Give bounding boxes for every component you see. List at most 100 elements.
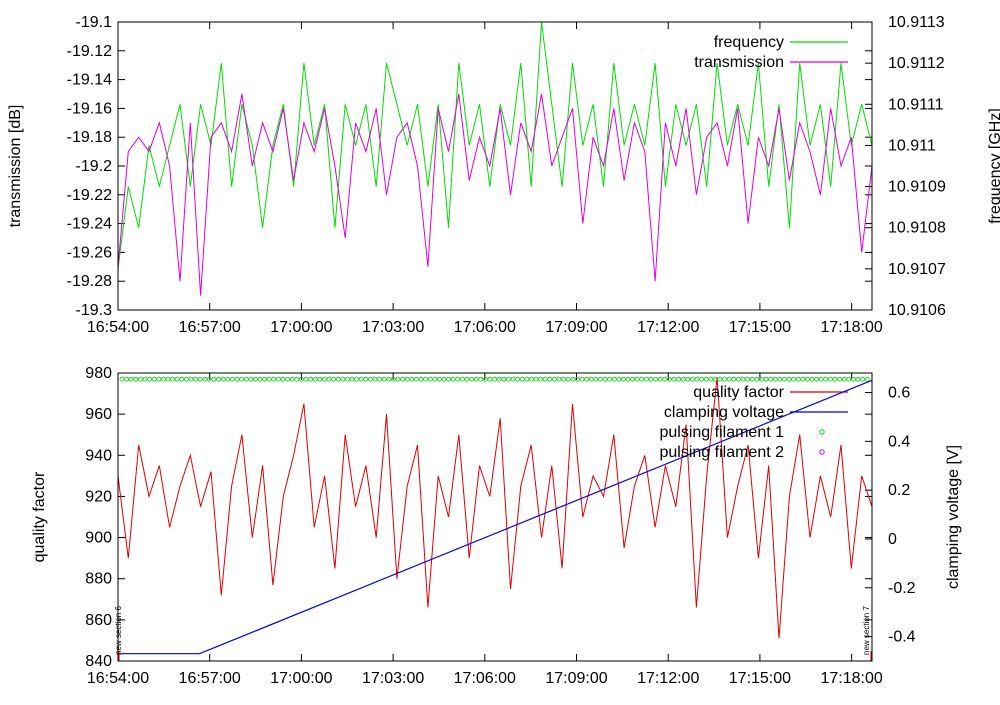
series-marker-pulsing-filament-1 — [423, 376, 429, 382]
series-marker-pulsing-filament-1 — [317, 376, 323, 382]
series-marker-pulsing-filament-1 — [745, 376, 750, 382]
series-marker-pulsing-filament-1 — [275, 376, 281, 382]
series-marker-pulsing-filament-1 — [529, 376, 534, 382]
series-marker-pulsing-filament-1 — [717, 376, 723, 382]
series-marker-pulsing-filament-1 — [777, 376, 783, 382]
series-marker-pulsing-filament-1 — [841, 376, 847, 382]
series-marker-pulsing-filament-1 — [298, 376, 304, 382]
series-marker-pulsing-filament-1 — [759, 376, 764, 382]
y-tick-label: -19.28 — [67, 273, 112, 290]
x-tick-label: 17:15:00 — [729, 670, 791, 687]
series-line-frequency — [117, 21, 873, 269]
series-marker-pulsing-filament-1 — [478, 376, 484, 382]
x-tick-label: 17:09:00 — [545, 319, 607, 336]
series-marker-pulsing-filament-1 — [234, 376, 240, 382]
series-marker-pulsing-filament-1 — [147, 376, 153, 382]
series-marker-pulsing-filament-1 — [685, 376, 691, 382]
x-tick-label: 17:12:00 — [637, 319, 699, 336]
series-marker-pulsing-filament-1 — [579, 376, 585, 382]
series-marker-pulsing-filament-1 — [731, 376, 737, 382]
series-marker-pulsing-filament-1 — [206, 376, 212, 382]
series-marker-pulsing-filament-1 — [570, 376, 576, 382]
series-marker-pulsing-filament-1 — [662, 376, 668, 382]
series-marker-pulsing-filament-1 — [501, 376, 507, 382]
series-marker-pulsing-filament-1 — [174, 376, 180, 382]
series-marker-pulsing-filament-1 — [533, 376, 539, 382]
series-marker-pulsing-filament-1 — [828, 376, 833, 382]
series-marker-pulsing-filament-1 — [404, 376, 410, 382]
series-marker-pulsing-filament-1 — [496, 376, 502, 382]
series-marker-pulsing-filament-1 — [837, 376, 842, 382]
series-marker-pulsing-filament-1 — [156, 376, 162, 382]
y-tick-label: 860 — [85, 612, 112, 629]
x-tick-label: 16:54:00 — [87, 670, 149, 687]
y2-axis-label: frequency [GHz] — [987, 108, 1000, 224]
y2-tick-label: 0 — [888, 531, 897, 548]
series-marker-pulsing-filament-1 — [713, 376, 718, 382]
series-marker-pulsing-filament-1 — [639, 376, 645, 382]
series-marker-pulsing-filament-1 — [202, 376, 208, 382]
series-marker-pulsing-filament-1 — [722, 376, 727, 382]
series-marker-pulsing-filament-1 — [165, 376, 171, 382]
y2-tick-label: 10.9112 — [888, 55, 945, 72]
x-tick-label: 17:00:00 — [270, 670, 332, 687]
series-marker-pulsing-filament-1 — [851, 376, 856, 382]
series-line-quality-factor — [117, 377, 873, 639]
series-marker-pulsing-filament-1 — [441, 376, 447, 382]
series-marker-pulsing-filament-1 — [860, 376, 865, 382]
series-marker-pulsing-filament-1 — [183, 376, 189, 382]
x-tick-label: 17:06:00 — [454, 670, 516, 687]
chart-panel-2: 980 960 940 920 900 880 860 840 0.6 0.4 0.2 0 -0.2 -0… — [31, 365, 962, 687]
series-marker-pulsing-filament-1 — [294, 376, 300, 382]
series-marker-pulsing-filament-1 — [289, 376, 295, 382]
series-marker-pulsing-filament-1 — [220, 376, 226, 382]
series-marker-pulsing-filament-1 — [814, 376, 819, 382]
series-marker-pulsing-filament-1 — [128, 376, 134, 382]
y-axis-label: transmission [dB] — [7, 105, 24, 228]
y2-tick-label: 0.4 — [888, 433, 910, 450]
series-marker-pulsing-filament-1 — [436, 376, 442, 382]
series-marker-pulsing-filament-1 — [354, 376, 360, 382]
series-line-clamping-voltage — [118, 379, 873, 655]
series-marker-pulsing-filament-1 — [588, 376, 594, 382]
legend-swatch-pulsing-filament-1 — [819, 429, 825, 435]
series-marker-pulsing-filament-1 — [782, 376, 787, 382]
series-marker-pulsing-filament-1 — [390, 376, 396, 382]
series-marker-pulsing-filament-1 — [575, 376, 580, 382]
series-marker-pulsing-filament-1 — [644, 376, 649, 382]
series-marker-pulsing-filament-1 — [197, 376, 203, 382]
y-tick-label: 940 — [85, 447, 112, 464]
series-marker-pulsing-filament-1 — [584, 376, 589, 382]
series-marker-pulsing-filament-1 — [377, 376, 383, 382]
x-tick-label: 17:18:00 — [820, 319, 882, 336]
series-marker-pulsing-filament-1 — [262, 376, 268, 382]
series-marker-pulsing-filament-1 — [538, 376, 543, 382]
series-marker-pulsing-filament-1 — [409, 376, 415, 382]
series-marker-pulsing-filament-1 — [243, 376, 249, 382]
series-marker-pulsing-filament-1 — [625, 376, 631, 382]
series-marker-pulsing-filament-1 — [395, 376, 401, 382]
series-marker-pulsing-filament-1 — [469, 376, 475, 382]
plot-frame — [117, 372, 873, 662]
y2-tick-label: 10.9111 — [888, 96, 944, 113]
series-marker-pulsing-filament-1 — [303, 376, 309, 382]
series-marker-pulsing-filament-1 — [556, 376, 562, 382]
series-marker-pulsing-filament-1 — [482, 376, 488, 382]
series-marker-pulsing-filament-1 — [340, 376, 346, 382]
series-marker-pulsing-filament-1 — [335, 376, 341, 382]
series-marker-pulsing-filament-1 — [653, 376, 658, 382]
y2-tick-label: 10.9113 — [888, 14, 945, 31]
series-marker-pulsing-filament-1 — [805, 376, 810, 382]
series-line-transmission — [117, 93, 873, 296]
series-marker-pulsing-filament-1 — [855, 376, 861, 382]
series-marker-pulsing-filament-1 — [266, 376, 272, 382]
series-marker-pulsing-filament-1 — [621, 376, 626, 382]
series-marker-pulsing-filament-1 — [772, 376, 778, 382]
y-tick-label: -19.18 — [67, 129, 112, 146]
legend-label-frequency: frequency — [714, 34, 784, 51]
series-marker-pulsing-filament-1 — [211, 376, 217, 382]
series-marker-pulsing-filament-1 — [593, 376, 599, 382]
series-marker-pulsing-filament-1 — [630, 376, 635, 382]
y2-tick-label: 10.911 — [888, 137, 936, 154]
